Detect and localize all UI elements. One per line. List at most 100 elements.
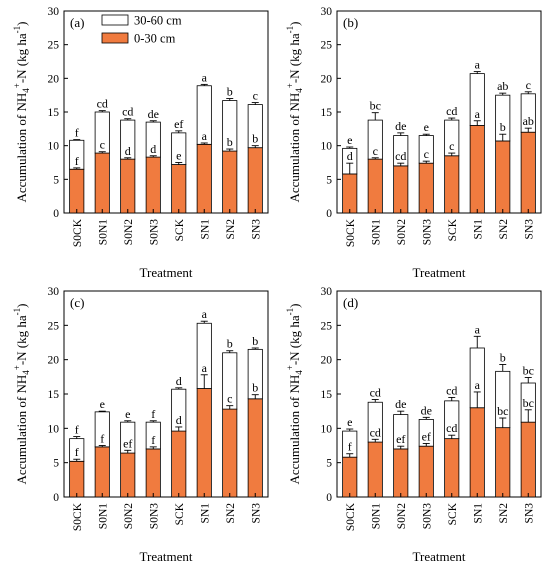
x-axis-title: Treatment	[140, 265, 193, 280]
sig-letter-0-30cm: a	[202, 129, 208, 143]
bar-group-s0ck: fe	[342, 415, 358, 498]
bar-group-sn3: ab c	[520, 78, 536, 214]
bar-group-sck: e ef	[171, 117, 187, 214]
bar-0-30cm	[469, 407, 485, 498]
sig-letter-30-60cm: e	[347, 415, 352, 429]
legend-swatch-30-60cm	[101, 14, 129, 26]
y-tick-label: 5	[53, 458, 59, 470]
sig-letter-30-60cm: c	[526, 78, 531, 92]
y-tick-label: 0	[53, 492, 59, 504]
x-tick-label: S0N2	[123, 503, 135, 529]
y-tick-label: 30	[321, 6, 333, 18]
x-tick-label: S0CK	[72, 502, 84, 531]
bar-group-sn2: bb	[222, 85, 238, 214]
sig-letter-30-60cm: b	[227, 85, 233, 99]
legend-label-0-30cm: 0-30 cm	[134, 32, 176, 46]
x-tick-label: SN2	[225, 219, 237, 240]
sig-letter-0-30cm: f	[100, 432, 104, 446]
bar-group-s0n1: c cd	[94, 97, 110, 214]
sig-letter-0-30cm: e	[176, 149, 181, 163]
sig-letter-0-30cm: b	[227, 135, 233, 149]
panel-2: 0 5 10 15 20 25 30 Accumulation of NH4+-N (kg h…	[285, 6, 542, 280]
sig-letter-30-60cm: cd	[446, 104, 457, 118]
y-tick-label: 25	[321, 40, 333, 52]
bar-group-sn3: bc	[247, 89, 263, 214]
x-axis-title: Treatment	[413, 265, 466, 280]
x-tick-label: SN3	[523, 219, 535, 240]
sig-letter-0-30cm: ab	[523, 114, 534, 128]
panel-label: (c)	[70, 295, 84, 310]
y-axis-title: Accumulation of NH4+-N (kg ha-1)	[12, 21, 31, 202]
y-tick-label: 15	[321, 389, 333, 401]
y-tick-label: 30	[48, 6, 60, 18]
y-tick-label: 10	[48, 423, 60, 435]
y-tick-label: 0	[326, 492, 332, 504]
sig-letter-30-60cm: de	[395, 119, 406, 133]
x-tick-label: SN3	[523, 503, 535, 524]
plot-frame	[63, 290, 269, 498]
sig-letter-0-30cm: a	[475, 107, 481, 121]
bar-group-s0n2: ef de	[393, 397, 409, 498]
bar-group-sn1: aa	[469, 322, 485, 498]
sig-letter-0-30cm: b	[252, 381, 258, 395]
y-tick-label: 0	[53, 208, 59, 220]
x-tick-label: S0N2	[123, 219, 135, 245]
x-tick-label: SCK	[174, 218, 186, 241]
sig-letter-0-30cm: c	[373, 144, 378, 158]
legend: 30-60 cm 0-30 cm	[101, 14, 182, 46]
bar-0-30cm	[196, 143, 212, 214]
bar-0-30cm	[393, 165, 409, 214]
y-tick-label: 30	[321, 286, 333, 298]
legend-swatch-0-30cm	[101, 32, 129, 44]
sig-letter-0-30cm: a	[202, 361, 208, 375]
y-tick-label: 20	[48, 73, 60, 85]
bar-0-30cm	[94, 152, 110, 214]
bar-group-sn3: bb	[247, 334, 263, 498]
bar-0-30cm	[444, 155, 460, 214]
plot-frame	[336, 290, 542, 498]
bar-0-30cm	[196, 388, 212, 498]
sig-letter-30-60cm: c	[253, 89, 258, 103]
bar-group-s0n3: ff	[145, 407, 161, 498]
x-tick-label: S0CK	[345, 502, 357, 531]
y-tick-label: 15	[48, 107, 60, 119]
sig-letter-0-30cm: f	[75, 154, 79, 168]
sig-letter-30-60cm: ef	[174, 117, 183, 131]
bar-0-30cm	[69, 168, 85, 214]
x-tick-label: S0N3	[421, 219, 433, 245]
bar-group-sn1: aa	[196, 307, 212, 498]
x-tick-label: S0N1	[97, 219, 109, 245]
x-tick-label: S0N1	[97, 503, 109, 529]
x-axis-title: Treatment	[140, 549, 193, 564]
y-tick-label: 10	[48, 141, 60, 153]
bar-group-sn2: bc b	[495, 350, 511, 498]
bar-0-30cm	[222, 408, 238, 498]
y-tick-label: 15	[48, 389, 60, 401]
bar-0-30cm	[247, 147, 263, 214]
x-tick-label: SCK	[174, 502, 186, 525]
sig-letter-0-30cm: b	[252, 132, 258, 146]
sig-letter-0-30cm: ef	[422, 429, 431, 443]
bar-0-30cm	[94, 446, 110, 498]
y-tick-label: 20	[48, 355, 60, 367]
bar-0-30cm	[418, 445, 434, 498]
y-tick-label: 5	[326, 458, 332, 470]
bar-0-30cm	[145, 156, 161, 214]
sig-letter-30-60cm: b	[500, 350, 506, 364]
x-tick-label: SCK	[447, 218, 459, 241]
y-tick-label: 15	[321, 107, 333, 119]
sig-letter-30-60cm: e	[347, 133, 352, 147]
x-tick-label: S0N1	[370, 503, 382, 529]
bar-group-sn3: bc bc	[520, 364, 536, 498]
bar-group-sn1: aa	[196, 70, 212, 214]
panel-label: (d)	[343, 295, 358, 310]
bar-0-30cm	[247, 398, 263, 498]
sig-letter-30-60cm: bc	[523, 364, 534, 378]
sig-letter-30-60cm: e	[125, 407, 130, 421]
bar-0-30cm	[520, 421, 536, 498]
bar-0-30cm	[418, 162, 434, 214]
y-tick-label: 10	[321, 423, 333, 435]
sig-letter-30-60cm: cd	[97, 97, 108, 111]
sig-letter-30-60cm: e	[100, 397, 105, 411]
y-tick-label: 10	[321, 141, 333, 153]
